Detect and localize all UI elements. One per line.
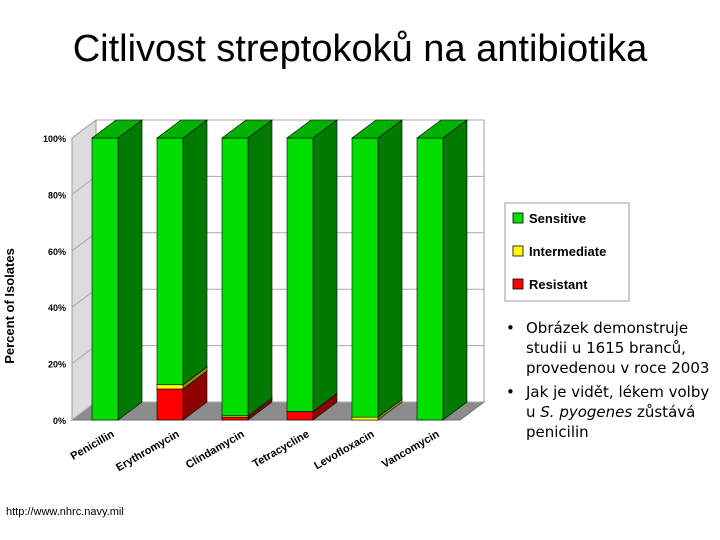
x-tick-label: Vancomycin (380, 428, 442, 471)
y-tick-label: 100% (43, 134, 66, 144)
x-tick-label: Tetracycline (251, 428, 312, 470)
bullet-item-1: Obrázek demonstruje studii u 1615 branců… (500, 318, 715, 378)
legend-item-resistant: Resistant (512, 277, 588, 292)
gridline (71, 119, 484, 139)
legend-label: Sensitive (529, 211, 586, 226)
bullet-text: Obrázek demonstruje studii u 1615 branců… (526, 319, 710, 377)
legend-swatch (512, 212, 524, 224)
y-tick-label: 40% (48, 303, 66, 313)
y-axis-ticks: 0% 20% 40% 60% 80% 100% (43, 134, 66, 426)
bar-segment-sensitive (91, 119, 143, 421)
y-axis-label: Percent of Isolates (2, 248, 17, 364)
bullet-text: Jak je vidět, lékem volby u (526, 383, 710, 421)
legend-swatch (512, 245, 524, 257)
bar-segment-sensitive (351, 119, 403, 418)
y-tick-label: 80% (48, 190, 66, 200)
y-tick-label: 0% (53, 416, 66, 426)
bullet-list: Obrázek demonstruje studii u 1615 branců… (500, 318, 715, 446)
bullet-item-2: Jak je vidět, lékem volby u S. pyogenes … (500, 382, 715, 442)
bar-segment-sensitive (156, 119, 208, 386)
legend-item-sensitive: Sensitive (512, 211, 586, 226)
legend-swatch (512, 278, 524, 290)
x-tick-label: Levofloxacin (312, 428, 376, 472)
bar-segment-sensitive (416, 119, 468, 421)
legend-item-intermediate: Intermediate (512, 244, 606, 259)
y-tick-label: 20% (48, 360, 66, 370)
bars (91, 119, 468, 421)
source-url: http://www.nhrc.navy.mil (6, 506, 124, 518)
legend-label: Resistant (529, 277, 588, 292)
bullet-text-end: zůstává penicilin (526, 403, 696, 441)
slide-title: Citlivost streptokoků na antibiotika (72, 28, 648, 70)
legend: Sensitive Intermediate Resistant (504, 202, 630, 302)
bar-segment-sensitive (286, 119, 338, 413)
y-tick-label: 60% (48, 247, 66, 257)
x-tick-label: Penicillin (69, 428, 117, 463)
legend-box (504, 202, 630, 302)
legend-label: Intermediate (529, 244, 606, 259)
x-tick-label: Erythromycin (114, 428, 182, 474)
bullet-emphasis: S. pyogenes (540, 403, 633, 421)
x-tick-label: Clindamycin (184, 428, 247, 471)
bar-segment-sensitive (221, 119, 273, 417)
